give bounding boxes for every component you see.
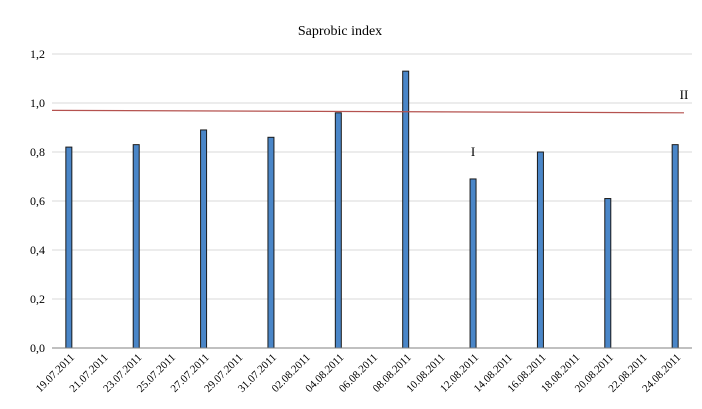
y-axis-tick-labels: 0,0 0,2 0,4 0,6 0,8 1,0 1,2 xyxy=(30,47,45,355)
x-axis-tick-labels: 19.07.201121.07.201123.07.201125.07.2011… xyxy=(34,352,684,395)
y-tick-label: 0,0 xyxy=(30,341,45,355)
y-tick-label: 0,4 xyxy=(30,243,45,257)
y-tick-label: 0,6 xyxy=(30,194,45,208)
bar xyxy=(200,129,208,349)
gridlines xyxy=(52,53,692,300)
y-tick-label: 0,8 xyxy=(30,145,45,159)
bar xyxy=(267,136,275,349)
bar xyxy=(334,112,342,349)
bar xyxy=(402,70,410,349)
bar xyxy=(65,146,73,349)
bar xyxy=(132,144,140,349)
reference-line xyxy=(51,109,685,114)
bar xyxy=(604,198,612,349)
y-tick-label: 1,2 xyxy=(30,47,45,61)
chart-title: Saprobic index xyxy=(298,24,382,39)
annotation-label: I xyxy=(471,144,475,159)
bar xyxy=(469,178,477,349)
y-tick-label: 0,2 xyxy=(30,292,45,306)
annotations: I xyxy=(471,144,475,159)
reference-line-label: II xyxy=(680,87,689,102)
bar xyxy=(671,144,679,349)
bar xyxy=(536,151,544,349)
y-tick-label: 1,0 xyxy=(30,96,45,110)
